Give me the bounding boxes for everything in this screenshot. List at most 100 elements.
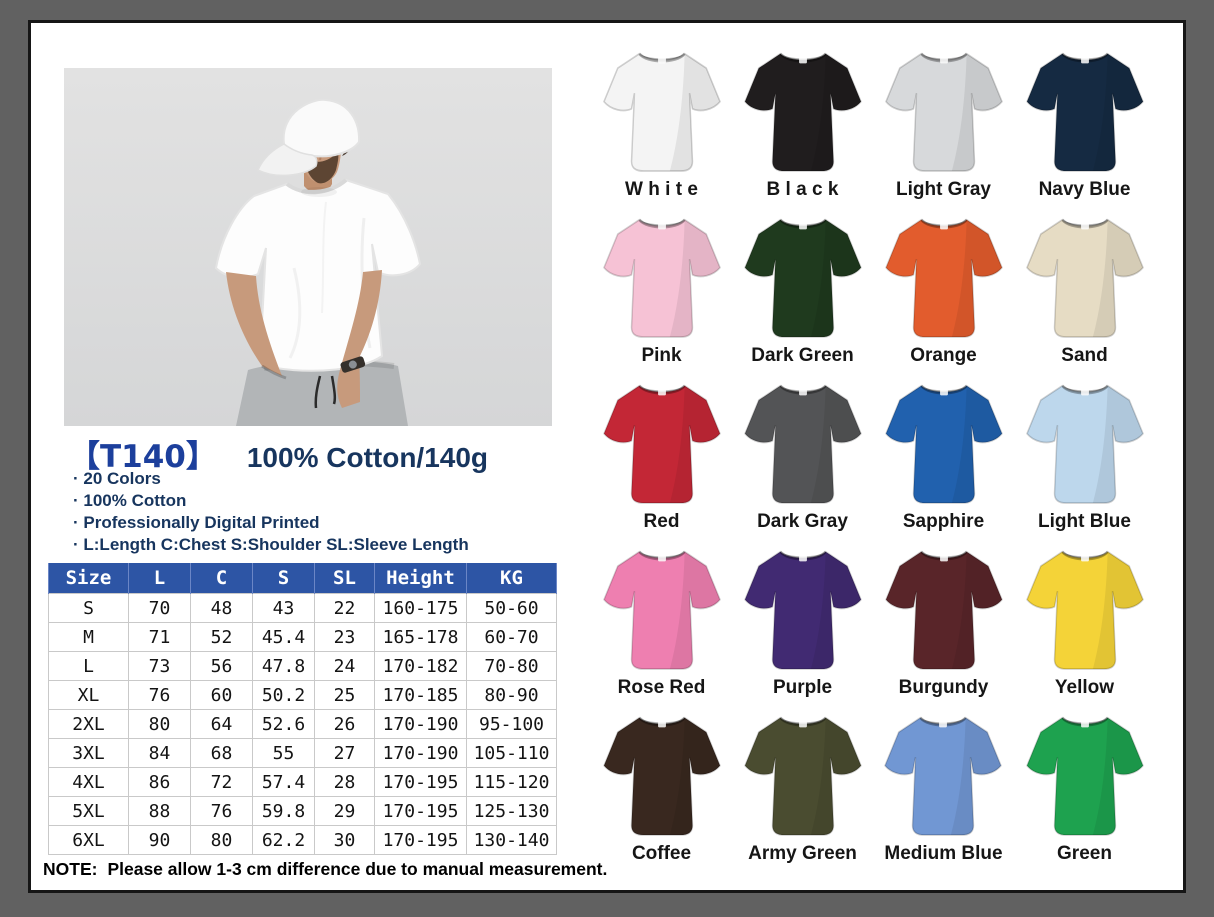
cell: 170-185 xyxy=(374,680,467,710)
cell: 47.8 xyxy=(252,651,315,681)
color-swatch-label: Army Green xyxy=(748,843,857,864)
cell: 165-178 xyxy=(374,622,467,652)
table-row: L 73 56 47.8 24 170-182 70-80 xyxy=(48,651,557,681)
table-row: S 70 48 43 22 160-175 50-60 xyxy=(48,593,557,623)
color-swatch: Green xyxy=(1025,707,1144,873)
color-swatch-label: Yellow xyxy=(1054,677,1115,698)
cell: 57.4 xyxy=(252,767,315,797)
cell: S xyxy=(48,593,129,623)
color-swatch-label: Coffee xyxy=(631,843,692,864)
color-swatch: Red xyxy=(602,375,721,541)
cell: 52 xyxy=(190,622,253,652)
cell: 170-190 xyxy=(374,709,467,739)
cell: 86 xyxy=(128,767,191,797)
tshirt-icon xyxy=(743,716,862,837)
cell: 30 xyxy=(314,825,375,855)
cell: 45.4 xyxy=(252,622,315,652)
color-swatch-label: Sand xyxy=(1061,345,1108,366)
product-title: 【T140】 100% Cotton/140g xyxy=(69,431,488,476)
table-row: XL 76 60 50.2 25 170-185 80-90 xyxy=(48,680,557,710)
cell: 130-140 xyxy=(466,825,557,855)
color-swatch: Army Green xyxy=(743,707,862,873)
color-swatch: Black xyxy=(743,43,862,209)
cell: 170-190 xyxy=(374,738,467,768)
cell: 4XL xyxy=(48,767,129,797)
cell: 3XL xyxy=(48,738,129,768)
col-header-chest: C xyxy=(190,563,253,594)
tshirt-icon xyxy=(1025,218,1144,339)
product-photo xyxy=(64,68,552,426)
tshirt-icon xyxy=(743,384,862,505)
cell: L xyxy=(48,651,129,681)
color-swatch-label: Sapphire xyxy=(902,511,985,532)
color-swatch-label: Dark Green xyxy=(751,345,854,366)
col-header-size: Size xyxy=(48,563,129,594)
tshirt-icon xyxy=(884,218,1003,339)
feature-item: · 100% Cotton xyxy=(73,491,187,510)
tshirt-icon xyxy=(602,716,721,837)
color-swatch-grid: White Black Light Gray Navy Blue Pink Da… xyxy=(591,43,1157,873)
cell: 68 xyxy=(190,738,253,768)
cell: 64 xyxy=(190,709,253,739)
col-header-height: Height xyxy=(374,563,467,594)
tshirt-icon xyxy=(1025,716,1144,837)
product-sheet-page: 【T140】 100% Cotton/140g · 20 Colors · 10… xyxy=(28,20,1186,893)
color-swatch-label: Black xyxy=(766,179,844,200)
measurement-note: NOTE: Please allow 1-3 cm difference due … xyxy=(43,859,607,880)
col-header-sleeve: SL xyxy=(314,563,375,594)
color-swatch-label: Burgundy xyxy=(898,677,989,698)
tshirt-icon xyxy=(1025,52,1144,173)
color-swatch: Light Blue xyxy=(1025,375,1144,541)
cell: 80-90 xyxy=(466,680,557,710)
cell: 84 xyxy=(128,738,191,768)
color-swatch: Orange xyxy=(884,209,1003,375)
color-swatch-label: Light Blue xyxy=(1038,511,1131,532)
tshirt-icon xyxy=(743,218,862,339)
table-row: 2XL 80 64 52.6 26 170-190 95-100 xyxy=(48,709,557,739)
feature-list: · 20 Colors · 100% Cotton · Professional… xyxy=(73,468,469,556)
color-swatch-label: Orange xyxy=(910,345,977,366)
cell: XL xyxy=(48,680,129,710)
tshirt-icon xyxy=(1025,550,1144,671)
cell: 29 xyxy=(314,796,375,826)
cell: 52.6 xyxy=(252,709,315,739)
color-swatch-label: Light Gray xyxy=(895,179,991,200)
color-swatch: Coffee xyxy=(602,707,721,873)
cell: 72 xyxy=(190,767,253,797)
cell: 6XL xyxy=(48,825,129,855)
cell: 60 xyxy=(190,680,253,710)
product-code: 【T140】 xyxy=(69,439,217,475)
tshirt-icon xyxy=(602,52,721,173)
cell: 25 xyxy=(314,680,375,710)
tshirt-icon xyxy=(743,52,862,173)
tshirt-icon xyxy=(602,384,721,505)
cell: 27 xyxy=(314,738,375,768)
product-subtitle: 100% Cotton/140g xyxy=(246,442,489,473)
tshirt-icon xyxy=(602,218,721,339)
cell: 160-175 xyxy=(374,593,467,623)
cell: 88 xyxy=(128,796,191,826)
cell: 60-70 xyxy=(466,622,557,652)
cell: 62.2 xyxy=(252,825,315,855)
color-swatch: Dark Gray xyxy=(743,375,862,541)
color-swatch: Sapphire xyxy=(884,375,1003,541)
cell: 125-130 xyxy=(466,796,557,826)
size-table-header-row: Size L C S SL Height KG xyxy=(48,563,557,594)
color-swatch: Light Gray xyxy=(884,43,1003,209)
color-swatch: White xyxy=(602,43,721,209)
cell: 115-120 xyxy=(466,767,557,797)
tshirt-icon xyxy=(602,550,721,671)
cell: 28 xyxy=(314,767,375,797)
cell: 70 xyxy=(128,593,191,623)
cell: 59.8 xyxy=(252,796,315,826)
cell: 80 xyxy=(128,709,191,739)
cell: 26 xyxy=(314,709,375,739)
cell: 56 xyxy=(190,651,253,681)
feature-item: · 20 Colors xyxy=(73,469,161,488)
color-swatch: Pink xyxy=(602,209,721,375)
col-header-kg: KG xyxy=(466,563,557,594)
col-header-length: L xyxy=(128,563,191,594)
cell: 43 xyxy=(252,593,315,623)
cell: 105-110 xyxy=(466,738,557,768)
color-swatch-label: Pink xyxy=(641,345,682,366)
